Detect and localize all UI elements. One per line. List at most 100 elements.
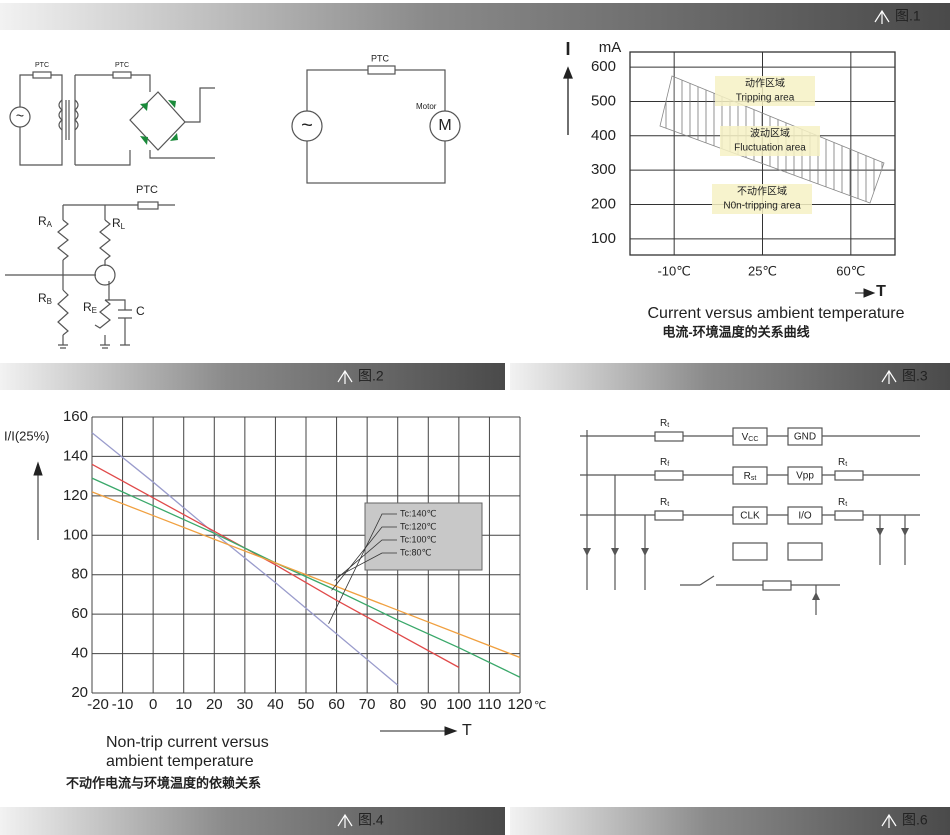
resistor-label: RA: [38, 214, 53, 229]
wires: [19, 74, 215, 166]
caption: Current versus ambient temperature: [648, 305, 905, 322]
transistor-circuit: PTC RA RL RB RE C: [5, 184, 175, 349]
series-line: [91, 432, 399, 686]
resistor: [762, 580, 792, 591]
x-tick-label: 100: [446, 696, 471, 713]
pin-label: Vpp: [796, 471, 814, 482]
label-sub: E: [92, 306, 97, 315]
legend-label: Tc:140℃: [400, 508, 437, 518]
x-unit: ℃: [534, 700, 546, 712]
components: [57, 219, 132, 336]
ptc: [367, 65, 396, 75]
banner-label: 图.4: [358, 812, 384, 828]
pin-label: CLK: [740, 511, 760, 522]
legend-leader: [331, 526, 397, 591]
region-label-en: Tripping area: [736, 93, 795, 104]
trip-chart: 100 200 300 400 500 600 -10℃ 25℃ 60℃ 动作区域 Tripping…: [563, 39, 905, 339]
pin-label: GND: [794, 432, 816, 443]
y-tick-label: 100: [63, 526, 88, 543]
source-label: ~: [16, 108, 24, 124]
resistor-label: Rt: [838, 457, 847, 468]
series-line: [91, 463, 460, 668]
label-sub: CC: [748, 436, 758, 443]
region-label-en: Fluctuation area: [734, 143, 806, 154]
resistor: [654, 510, 684, 521]
label-sub: st: [751, 475, 757, 482]
resistor-label: Rt: [660, 418, 669, 429]
x-tick-label: 10: [175, 696, 192, 713]
banner-icon: [337, 369, 353, 384]
legend-leader: [328, 513, 397, 625]
pin-box: [732, 427, 768, 446]
y-unit: mA: [599, 39, 622, 56]
banner-bar: [0, 363, 505, 390]
banner-bar: [510, 807, 950, 835]
source: [9, 106, 31, 128]
label-sub: B: [47, 297, 52, 306]
resistor-label: Rt: [838, 497, 847, 508]
label-main: R: [38, 291, 47, 305]
wires: [5, 204, 175, 349]
y-tick-label: 300: [591, 161, 616, 178]
resistor-label: Rf: [660, 457, 669, 468]
banner-icon: [337, 813, 353, 828]
x-tick-label: 20: [206, 696, 223, 713]
x-tick-label: 120: [507, 696, 532, 713]
pin-box: [732, 506, 768, 525]
label-sub: t: [667, 501, 669, 508]
diodes: [140, 100, 178, 145]
label-main: R: [744, 471, 751, 482]
resistor-label: RL: [112, 216, 126, 231]
region-label-bg: [720, 126, 820, 156]
y-tick-label: 40: [71, 645, 88, 662]
source-label: ~: [301, 114, 313, 136]
y-tick-label: 500: [591, 92, 616, 109]
y-tick-label: 140: [63, 447, 88, 464]
region-label-bg: [712, 184, 812, 214]
caption-cn: 电流-环境温度的关系曲线: [662, 324, 809, 339]
wires: [306, 69, 446, 184]
label-main: R: [660, 497, 667, 508]
y-tick-label: 120: [63, 487, 88, 504]
banner-label: 图.3: [902, 368, 928, 384]
resistor: [834, 470, 864, 481]
card-circuit: Rt Rf Rt Rt Rt VCC GND Rst Vpp CLK I/O: [580, 418, 920, 615]
resistor-label: Rt: [660, 497, 669, 508]
label-main: R: [38, 214, 47, 228]
x-tick-label: 25℃: [748, 263, 777, 278]
x-tick-label: -20: [87, 696, 109, 713]
y-axis-label: I: [565, 39, 570, 59]
ptc-label: PTC: [35, 62, 49, 69]
x-tick-label: 40: [267, 696, 284, 713]
ptc: [32, 71, 52, 79]
x-tick-label: 90: [420, 696, 437, 713]
x-tick-label: 110: [477, 696, 501, 713]
motor-symbol: M: [438, 117, 451, 134]
resistor: [654, 470, 684, 481]
label-main: R: [660, 457, 667, 468]
resistor-label: RE: [83, 300, 97, 315]
x-tick-label: 80: [389, 696, 406, 713]
capacitor-label: C: [136, 304, 145, 318]
motor-circuit: PTC ~ M Motor: [291, 53, 461, 184]
banner-bar: [0, 3, 950, 30]
banner-icon: [874, 9, 890, 24]
legend-leader: [337, 552, 397, 577]
x-axis-label: T: [462, 722, 472, 739]
banner-label: 图.2: [358, 368, 384, 384]
region-label-en: N0n-tripping area: [723, 201, 801, 212]
caption: Non-trip current versus: [106, 734, 269, 751]
label-main: R: [660, 418, 667, 429]
y-tick-label: 60: [71, 605, 88, 622]
x-tick-label: 70: [359, 696, 376, 713]
legend-label: Tc:80℃: [400, 547, 432, 557]
label-sub: f: [667, 461, 669, 468]
pin-label: Rst: [744, 471, 757, 482]
ptc: [137, 201, 159, 210]
label-sub: A: [47, 220, 53, 229]
x-arrow: [855, 288, 876, 298]
non-trip-chart: 20 40 60 80 100 120 140 160 -20 -10 0 10 20 30 40 50 60 7…: [4, 408, 546, 790]
label-sub: t: [845, 461, 847, 468]
label-main: R: [112, 216, 121, 230]
x-tick-label: -10℃: [657, 263, 690, 278]
